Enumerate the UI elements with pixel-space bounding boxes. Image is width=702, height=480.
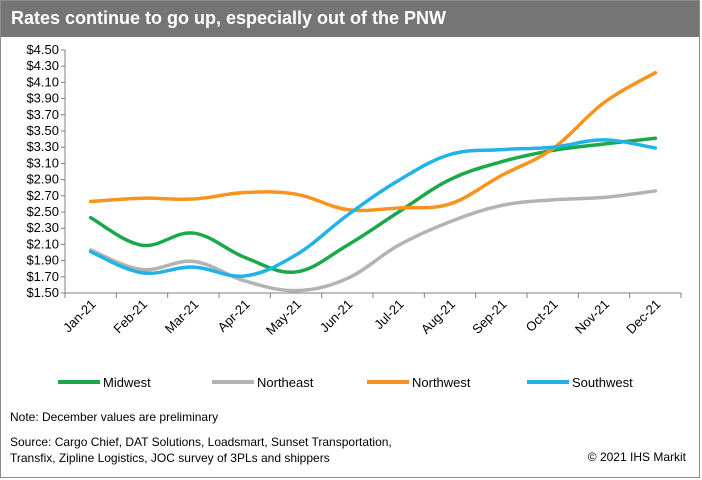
x-tick-label: Sep-21 — [469, 297, 509, 337]
legend-label-southwest: Southwest — [572, 375, 633, 390]
source-line-2: Transfix, Zipline Logistics, JOC survey … — [10, 451, 330, 465]
series-line-southwest — [88, 138, 658, 279]
legend-label-midwest: Midwest — [103, 375, 151, 390]
y-tick-label: $4.10 — [26, 74, 59, 89]
series-line-northeast — [88, 189, 658, 293]
y-tick-label: $4.50 — [26, 42, 59, 57]
x-tick-label: May-21 — [263, 297, 304, 338]
x-tick-label: Nov-21 — [572, 297, 612, 337]
legend-label-northwest: Northwest — [412, 375, 471, 390]
series-line-midwest — [88, 136, 658, 274]
y-tick-label: $3.50 — [26, 123, 59, 138]
chart-title: Rates continue to go up, especially out … — [1, 1, 699, 37]
x-tick-label: Dec-21 — [623, 297, 663, 337]
series-line-northwest — [88, 70, 658, 213]
y-tick-label: $3.30 — [26, 139, 59, 154]
y-tick-label: $1.90 — [26, 253, 59, 268]
x-tick-label: Jul-21 — [371, 297, 407, 333]
source-line-1: Source: Cargo Chief, DAT Solutions, Load… — [10, 435, 392, 449]
source-text: Source: Cargo Chief, DAT Solutions, Load… — [10, 434, 430, 466]
x-tick-label: Oct-21 — [523, 297, 561, 335]
x-tick-label: Jun-21 — [317, 297, 356, 336]
x-tick-label: Apr-21 — [215, 297, 253, 335]
y-tick-label: $2.10 — [26, 236, 59, 251]
copyright: © 2021 IHS Markit — [587, 450, 686, 464]
legend-label-northeast: Northeast — [257, 375, 314, 390]
y-tick-label: $3.90 — [26, 91, 59, 106]
x-tick-label: Jan-21 — [60, 297, 99, 336]
y-tick-label: $4.30 — [26, 58, 59, 73]
y-tick-label: $2.30 — [26, 220, 59, 235]
x-tick-label: Mar-21 — [162, 297, 202, 337]
y-tick-label: $2.70 — [26, 188, 59, 203]
footnote: Note: December values are preliminary — [10, 410, 219, 424]
y-tick-label: $1.70 — [26, 269, 59, 284]
y-tick-label: $2.90 — [26, 172, 59, 187]
y-tick-label: $3.70 — [26, 107, 59, 122]
y-tick-label: $2.50 — [26, 204, 59, 219]
x-tick-label: Feb-21 — [110, 297, 150, 337]
y-tick-label: $1.50 — [26, 285, 59, 300]
y-tick-label: $3.10 — [26, 155, 59, 170]
x-tick-label: Aug-21 — [418, 297, 458, 337]
